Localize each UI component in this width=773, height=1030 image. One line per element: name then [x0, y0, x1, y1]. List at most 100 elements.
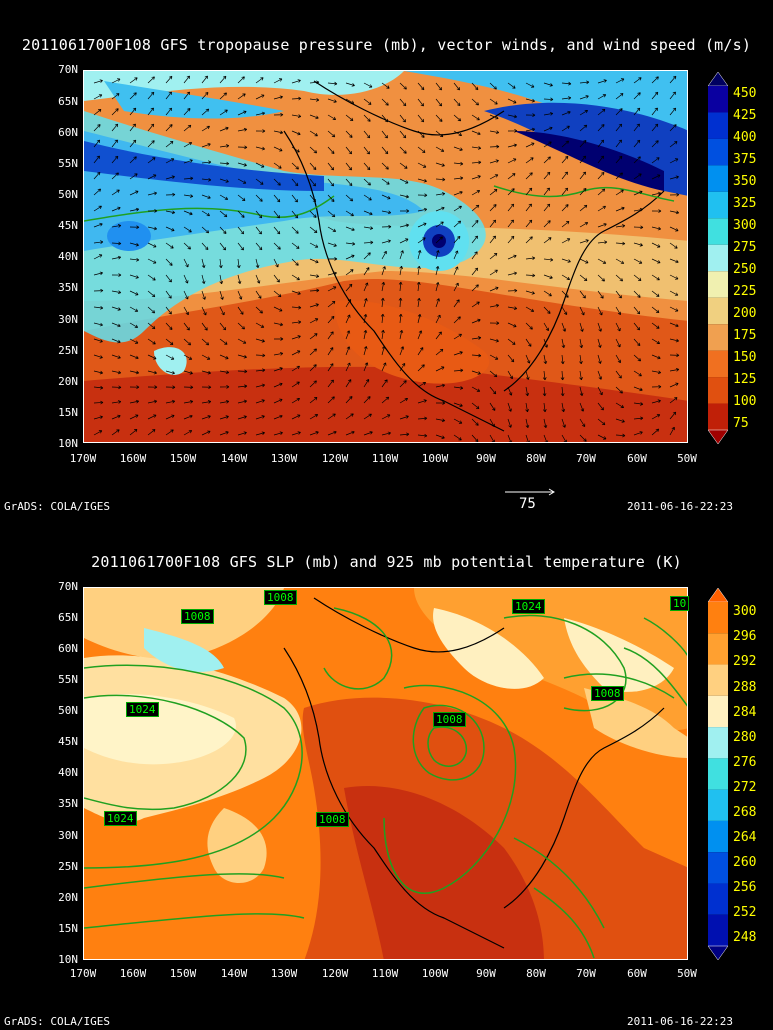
wind-vector — [201, 160, 212, 165]
wind-vector — [183, 274, 189, 284]
wind-vector — [399, 265, 404, 276]
wind-vector — [417, 399, 427, 404]
wind-vector — [561, 238, 571, 244]
wind-vector — [381, 178, 390, 185]
wind-vector — [345, 178, 353, 187]
wind-vector — [561, 338, 566, 349]
wind-vector — [435, 177, 446, 182]
wind-vector — [255, 178, 264, 185]
wind-vector — [111, 93, 120, 100]
wind-vector — [345, 283, 353, 292]
wind-vector — [507, 235, 515, 244]
wind-vector — [633, 322, 640, 331]
wind-vector — [255, 368, 266, 373]
wind-vector — [597, 434, 607, 440]
wind-vector — [525, 219, 533, 228]
wind-vector — [669, 192, 680, 197]
wind-vector — [147, 107, 154, 116]
wind-vector — [111, 255, 122, 260]
wind-vector — [381, 162, 389, 170]
wind-vector — [165, 124, 173, 132]
colorbar-label: 425 — [733, 108, 757, 123]
lon-label: 150W — [169, 967, 197, 980]
wind-vector — [201, 142, 211, 148]
wind-vector — [399, 250, 404, 260]
wind-vector — [291, 431, 301, 436]
wind-vector — [237, 242, 244, 251]
wind-vector — [651, 123, 659, 132]
wind-vector — [507, 322, 517, 328]
wind-vector — [615, 306, 621, 316]
wind-vector — [651, 242, 661, 248]
wind-vector — [561, 125, 570, 132]
wind-vector — [111, 306, 121, 311]
wind-vector — [309, 242, 319, 248]
wind-vector — [561, 290, 569, 298]
wind-vector — [525, 290, 535, 295]
colorbar-segment — [708, 914, 728, 946]
wind-vector — [417, 146, 426, 153]
wind-vector — [615, 370, 622, 379]
lat-label: 65N — [58, 611, 78, 624]
wind-vector — [507, 402, 512, 412]
colorbar-label: 150 — [733, 350, 757, 365]
wind-vector — [93, 205, 102, 212]
wind-vector — [363, 194, 372, 201]
colorbar-cap-bottom — [708, 429, 728, 444]
wind-vector — [219, 178, 229, 183]
lon-label: 120W — [321, 452, 349, 465]
wind-vector — [129, 322, 139, 328]
wind-vector — [309, 380, 317, 388]
wind-vector — [345, 98, 355, 104]
wind-vector — [615, 108, 623, 116]
wind-vector — [651, 76, 659, 84]
wind-vector — [471, 130, 481, 136]
wind-vector — [255, 290, 262, 299]
wind-vector — [489, 402, 496, 411]
wind-vector — [147, 174, 157, 180]
lon-label: 110W — [371, 967, 399, 980]
wind-vector — [219, 415, 229, 420]
wind-vector — [579, 402, 585, 412]
wind-vector — [615, 155, 623, 164]
wind-vector — [183, 414, 193, 420]
wind-vector — [363, 313, 368, 324]
wind-vector — [399, 363, 406, 372]
wind-vector — [597, 402, 604, 411]
wind-vector — [561, 204, 569, 212]
wind-vector — [489, 144, 500, 149]
wind-vector — [669, 141, 678, 148]
wind-vector — [237, 384, 248, 389]
wind-vector — [345, 379, 352, 388]
wind-vector — [363, 362, 369, 372]
wind-vector — [489, 204, 497, 212]
lat-label: 25N — [58, 344, 78, 357]
wind-vector — [669, 338, 680, 343]
wind-vector — [507, 82, 516, 89]
wind-vector — [327, 81, 338, 86]
lat-label: 40N — [58, 766, 78, 779]
wind-vector — [398, 313, 403, 324]
wind-vector — [651, 274, 660, 281]
wind-vector — [561, 140, 570, 148]
colorbar-label: 125 — [733, 372, 757, 387]
wind-vector — [615, 322, 621, 332]
wind-vector — [183, 385, 194, 390]
wind-vector — [669, 426, 675, 436]
wind-vector — [633, 242, 643, 247]
wind-vector — [255, 242, 263, 251]
wind-vector — [309, 288, 320, 293]
wind-vector — [219, 242, 227, 251]
wind-vector — [201, 177, 212, 182]
wind-vector — [327, 271, 337, 276]
wind-vector — [345, 130, 353, 138]
wind-vector — [309, 98, 320, 102]
colorbar-segment — [708, 138, 728, 166]
lon-label: 100W — [421, 452, 449, 465]
wind-vector — [633, 77, 642, 84]
colorbar-segment — [708, 271, 728, 298]
wind-vector — [111, 108, 119, 116]
wind-vector — [417, 314, 422, 324]
lat-label: 50N — [58, 704, 78, 717]
wind-vector — [651, 338, 661, 345]
